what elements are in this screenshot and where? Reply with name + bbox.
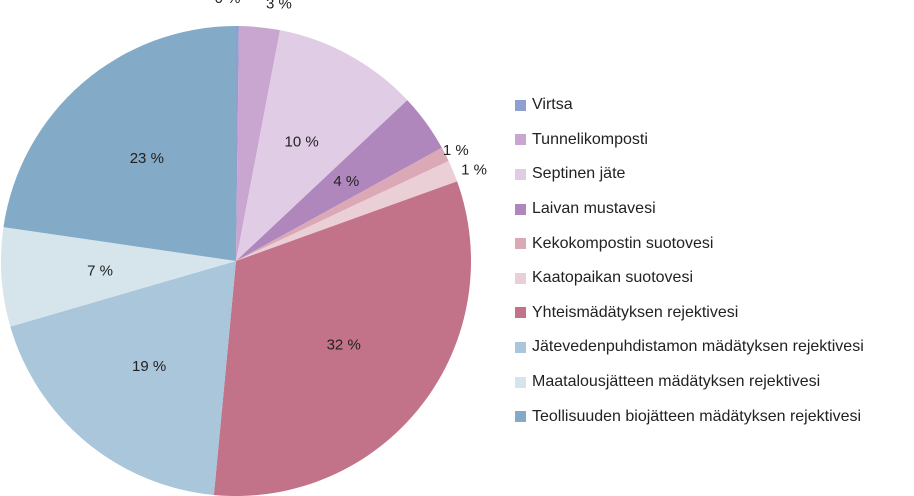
legend-item: Virtsa [515, 88, 864, 123]
data-label: 23 % [130, 150, 164, 167]
legend-item: Teollisuuden biojätteen mädätyksen rejek… [515, 399, 864, 434]
pie-slice-7 [10, 261, 237, 495]
legend-swatch [515, 272, 526, 284]
pie-slice-1 [236, 26, 281, 261]
legend-item: Kaatopaikan suotovesi [515, 261, 864, 296]
pie-slice-6 [213, 181, 471, 496]
legend-label: Laivan mustavesi [532, 200, 656, 218]
legend-swatch [515, 99, 526, 111]
legend-label: Yhteismädätyksen rejektivesi [532, 303, 739, 321]
legend: Virtsa Tunnelikomposti Septinen jäte Laivan… [515, 88, 864, 434]
legend-label: Maatalousjätteen mädätyksen rejektivesi [532, 373, 821, 391]
legend-item: Maatalousjätteen mädätyksen rejektivesi [515, 365, 864, 400]
pie-slice-0 [236, 26, 239, 261]
legend-item: Jätevedenpuhdistamon mädätyksen rejektiv… [515, 330, 864, 365]
legend-label: Kekokompostin suotovesi [532, 234, 714, 252]
legend-swatch [515, 411, 526, 423]
data-label: 19 % [132, 358, 166, 375]
legend-label: Jätevedenpuhdistamon mädätyksen rejektiv… [532, 338, 864, 356]
data-label: 10 % [285, 134, 319, 151]
data-label: 32 % [327, 337, 361, 354]
legend-label: Kaatopaikan suotovesi [532, 269, 693, 287]
legend-swatch [515, 134, 526, 146]
pie-slice-9 [3, 26, 236, 261]
legend-swatch [515, 341, 526, 353]
legend-label: Virtsa [532, 96, 573, 114]
legend-item: Laivan mustavesi [515, 192, 864, 227]
legend-item: Yhteismädätyksen rejektivesi [515, 296, 864, 331]
legend-swatch [515, 203, 526, 215]
legend-item: Septinen jäte [515, 157, 864, 192]
pie-slice-3 [236, 100, 442, 261]
legend-swatch [515, 376, 526, 388]
data-label: 1 % [443, 142, 469, 159]
pie-slice-5 [236, 160, 458, 261]
pie-slice-8 [1, 227, 237, 327]
data-label: 1 % [461, 162, 487, 179]
legend-label: Septinen jäte [532, 165, 626, 183]
pie-slice-2 [236, 30, 408, 262]
data-label: 3 % [266, 0, 292, 12]
legend-item: Tunnelikomposti [515, 123, 864, 158]
legend-swatch [515, 307, 526, 319]
data-label: 0 % [215, 0, 241, 7]
legend-swatch [515, 238, 526, 250]
legend-label: Teollisuuden biojätteen mädätyksen rejek… [532, 407, 862, 425]
legend-swatch [515, 168, 526, 180]
data-label: 4 % [333, 173, 359, 190]
pie-slice-4 [236, 147, 449, 261]
legend-label: Tunnelikomposti [532, 130, 648, 148]
legend-item: Kekokompostin suotovesi [515, 226, 864, 261]
data-label: 7 % [87, 262, 113, 279]
